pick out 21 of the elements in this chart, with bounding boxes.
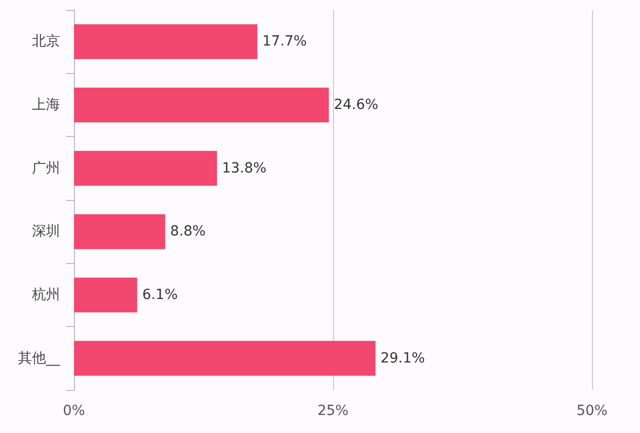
bar [74,150,217,186]
y-tick-label: 广州 [32,160,60,176]
x-tick-label: 0% [62,403,86,419]
bar [74,24,258,60]
data-label: 6.1% [142,287,178,303]
bar [74,278,138,312]
x-tick-label: 25% [317,403,349,419]
bar [74,340,376,376]
data-label: 29.1% [380,350,425,366]
x-tick-label: 50% [576,403,608,419]
y-tick-label: 杭州 [31,287,60,303]
y-tick-label: 其他__ [18,350,61,366]
y-tick-label: 上海 [32,97,60,113]
data-label: 8.8% [170,224,206,240]
y-tick-label: 深圳 [32,224,60,240]
data-label: 24.6% [334,97,378,113]
data-label: 13.8% [222,160,266,176]
y-tick-label: 北京 [32,34,60,50]
bar [74,214,166,250]
bar [74,88,329,122]
data-label: 17.7% [262,34,307,50]
